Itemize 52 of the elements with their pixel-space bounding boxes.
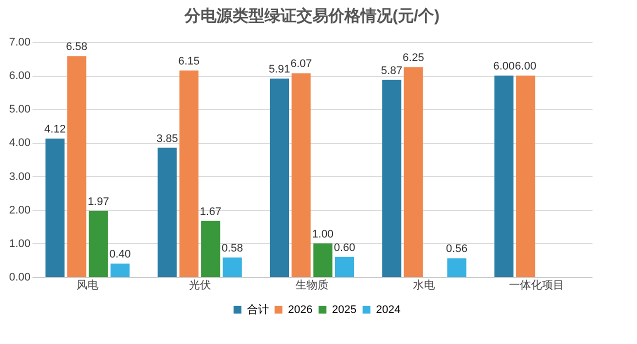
data-label: 6.07	[290, 58, 312, 70]
bar	[158, 148, 177, 277]
y-tick-label: 1.00	[9, 238, 30, 250]
bar	[179, 70, 198, 277]
bar	[447, 258, 466, 277]
bar	[270, 78, 290, 277]
y-tick-label: 2.00	[9, 204, 30, 216]
data-label: 6.15	[178, 56, 200, 68]
data-label: 6.58	[66, 41, 88, 54]
y-tick-label: 5.00	[9, 104, 30, 116]
bar	[222, 258, 242, 277]
data-label: 1.67	[200, 206, 222, 218]
y-tick-label: 3.00	[9, 170, 30, 183]
y-tick-label: 4.00	[9, 137, 30, 150]
data-label: 5.87	[380, 64, 402, 77]
bar	[67, 56, 86, 277]
data-label: 6.25	[402, 52, 424, 64]
bar	[292, 73, 311, 277]
chart-title: 分电源类型绿证交易价格情况(元/个)	[183, 6, 440, 25]
data-label: 0.58	[222, 242, 244, 255]
bar	[88, 210, 108, 277]
data-label: 1.97	[88, 196, 110, 208]
bar	[45, 138, 65, 277]
x-tick-label: 生物质	[296, 278, 328, 292]
data-label: 0.60	[334, 242, 356, 254]
bar	[334, 256, 354, 277]
bar	[382, 80, 402, 277]
bar	[516, 76, 536, 277]
bar	[201, 220, 220, 277]
data-label: 5.91	[268, 64, 290, 76]
legend-label: 合计	[247, 302, 269, 316]
bar	[494, 76, 514, 277]
data-label: 6.00	[514, 60, 536, 73]
data-label: 1.00	[312, 228, 334, 240]
x-tick-label: 风电	[76, 278, 99, 292]
legend-label: 2024	[376, 304, 400, 316]
data-label: 0.56	[446, 243, 468, 256]
x-tick-label: 光伏	[188, 278, 211, 292]
data-label: 0.40	[109, 248, 131, 261]
x-tick-label: 水电	[413, 278, 436, 292]
bar	[110, 264, 130, 277]
legend-label: 2025	[332, 304, 356, 316]
bar	[404, 67, 423, 277]
y-tick-label: 0.00	[9, 272, 30, 284]
y-tick-label: 6.00	[9, 70, 30, 82]
data-label: 3.85	[156, 132, 178, 145]
x-tick-label: 一体化项目	[508, 280, 564, 292]
legend-label: 2026	[288, 304, 312, 316]
data-label: 6.00	[493, 60, 515, 73]
bar	[313, 243, 332, 277]
data-label: 4.12	[44, 124, 66, 136]
y-tick-label: 7.00	[9, 36, 30, 48]
